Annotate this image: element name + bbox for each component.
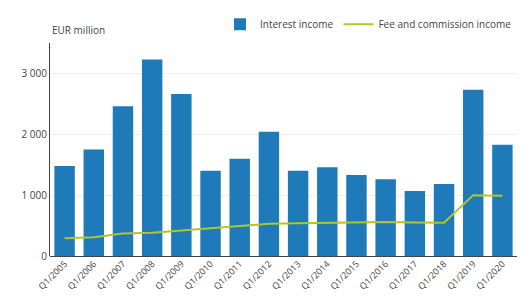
svg-text:EUR million: EUR million <box>52 23 105 37</box>
svg-text:Q1/2018: Q1/2018 <box>415 258 450 293</box>
svg-text:Interest income: Interest income <box>260 17 333 31</box>
svg-text:3 000: 3 000 <box>22 66 48 80</box>
svg-text:0: 0 <box>41 249 47 263</box>
svg-text:Q1/2013: Q1/2013 <box>269 258 304 293</box>
svg-text:Q1/2006: Q1/2006 <box>64 258 99 293</box>
svg-text:Q1/2008: Q1/2008 <box>123 258 158 293</box>
svg-text:Q1/2019: Q1/2019 <box>444 258 479 293</box>
svg-text:1 000: 1 000 <box>22 188 48 202</box>
svg-text:Q1/2009: Q1/2009 <box>152 258 187 293</box>
svg-text:Q1/2016: Q1/2016 <box>356 258 391 293</box>
svg-text:Q1/2017: Q1/2017 <box>385 258 420 293</box>
svg-text:Q1/2020: Q1/2020 <box>473 258 508 293</box>
svg-text:Q1/2005: Q1/2005 <box>35 258 70 293</box>
svg-text:Q1/2010: Q1/2010 <box>181 258 216 293</box>
svg-text:2 000: 2 000 <box>22 127 48 141</box>
svg-text:Q1/2011: Q1/2011 <box>210 258 245 293</box>
svg-text:Q1/2015: Q1/2015 <box>327 258 362 293</box>
svg-text:Q1/2012: Q1/2012 <box>240 258 275 293</box>
svg-text:Q1/2007: Q1/2007 <box>94 258 129 293</box>
svg-text:Fee and commission income: Fee and commission income <box>378 17 511 31</box>
svg-text:Q1/2014: Q1/2014 <box>298 258 333 293</box>
